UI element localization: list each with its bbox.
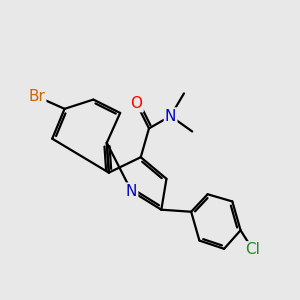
Text: N: N (126, 184, 137, 199)
Text: Cl: Cl (245, 242, 260, 257)
Text: O: O (130, 96, 142, 111)
Text: N: N (165, 109, 176, 124)
Text: Br: Br (28, 89, 45, 104)
